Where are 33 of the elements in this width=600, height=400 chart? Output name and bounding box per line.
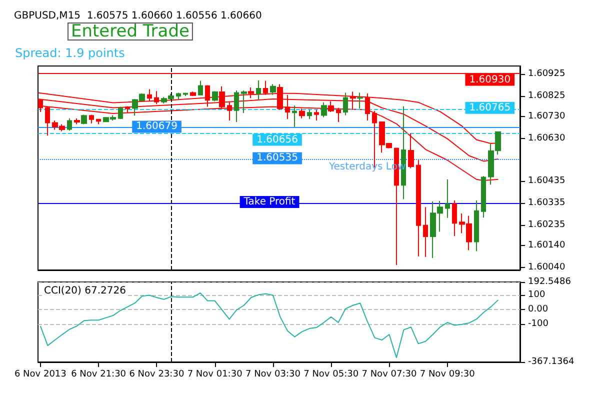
x-tick-label: 6 Nov 2013 <box>14 370 66 380</box>
text: Spread: 1.9 points <box>15 46 125 60</box>
ref-line-label: 1.60765 <box>469 102 511 114</box>
y-tick-label: 1.60235 <box>528 220 566 230</box>
y-tick-label: 100 <box>528 290 546 300</box>
y-tick-label: 1.60335 <box>528 198 566 208</box>
ref-line-label: 1.60679 <box>136 121 178 132</box>
y-tick-label: 1.60925 <box>528 68 566 79</box>
y-tick-label: 1.60730 <box>528 112 566 122</box>
chart-title: CCI(20) 67.2726 <box>44 286 126 296</box>
y-tick-label: 1.60630 <box>528 133 566 144</box>
y-tick-label: -100 <box>528 318 549 329</box>
ref-line-label: 1.60656 <box>256 134 298 146</box>
ref-line-label: Take Profit <box>242 196 296 208</box>
x-tick-label: 7 Nov 07:30 <box>362 370 417 380</box>
text: Entered Trade <box>71 22 190 42</box>
annotation: Yesterdays Low <box>328 162 406 172</box>
chart-title: GBPUSD,M15 1.60575 1.60660 1.60556 1.60660 <box>14 10 262 22</box>
y-tick-label: 1.60040 <box>528 262 566 273</box>
x-tick-label: 7 Nov 05:30 <box>304 370 359 380</box>
x-tick-label: 6 Nov 21:30 <box>71 370 126 380</box>
x-tick-label: 6 Nov 23:30 <box>129 370 184 380</box>
x-tick-label: 7 Nov 03:30 <box>245 370 301 380</box>
y-tick-label: -367.1364 <box>528 357 574 367</box>
ref-line-label: 1.60535 <box>256 152 298 164</box>
y-tick-label: 1.60825 <box>528 90 566 101</box>
y-tick-label: 0.00 <box>528 304 548 315</box>
ref-line-label: 1.60930 <box>469 74 511 86</box>
x-tick-label: 7 Nov 01:30 <box>187 370 243 380</box>
x-tick-label: 7 Nov 09:30 <box>420 370 476 380</box>
y-tick-label: 1.60140 <box>528 240 566 251</box>
y-tick-label: 192.5486 <box>528 277 572 287</box>
y-tick-label: 1.60435 <box>528 176 566 186</box>
